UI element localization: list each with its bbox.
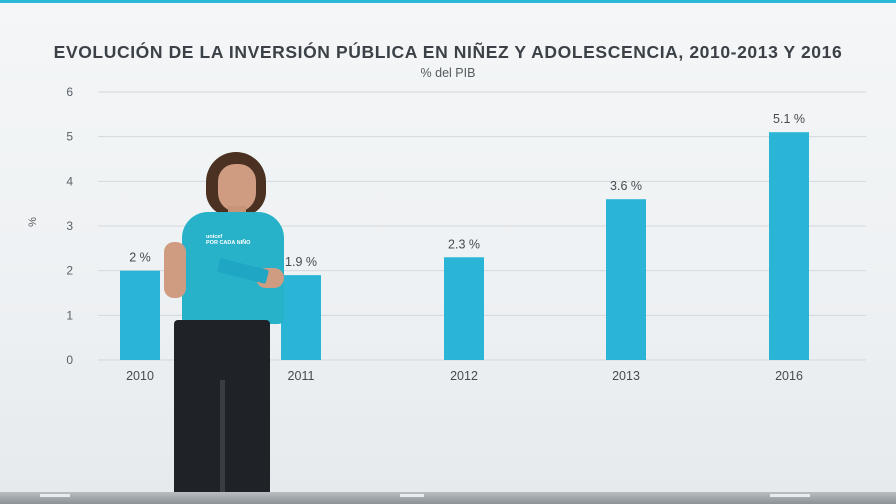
presenter-left-arm xyxy=(164,242,186,298)
y-tick-label: 5 xyxy=(66,130,73,144)
bar xyxy=(281,275,321,360)
floor-stripe xyxy=(400,494,424,497)
chart-title: EVOLUCIÓN DE LA INVERSIÓN PÚBLICA EN NIÑ… xyxy=(53,42,843,62)
x-tick-label: 2012 xyxy=(450,369,478,383)
stage-floor xyxy=(0,492,896,504)
data-label: 5.1 % xyxy=(773,112,805,126)
shirt-logo-text: unicef POR CADA NIÑO xyxy=(206,234,250,246)
bar xyxy=(769,132,809,360)
presenter: unicef POR CADA NIÑO xyxy=(160,150,290,504)
presentation-screen: EVOLUCIÓN DE LA INVERSIÓN PÚBLICA EN NIÑ… xyxy=(0,0,896,492)
chart-subtitle: % del PIB xyxy=(420,66,476,80)
x-tick-label: 2011 xyxy=(288,369,315,383)
presenter-face xyxy=(218,164,256,212)
y-axis-label: % xyxy=(27,217,39,227)
bar xyxy=(120,270,160,360)
data-label: 2 % xyxy=(129,251,151,265)
x-tick-label: 2013 xyxy=(612,369,640,383)
y-tick-label: 0 xyxy=(66,353,73,367)
bar xyxy=(444,257,484,360)
data-label: 2.3 % xyxy=(448,237,480,251)
y-tick-label: 2 xyxy=(66,264,73,278)
y-tick-label: 1 xyxy=(66,308,73,322)
data-label: 1.9 % xyxy=(285,255,317,269)
data-label: 3.6 % xyxy=(610,179,642,193)
shirt-text-line-2: POR CADA NIÑO xyxy=(206,240,251,246)
x-tick-label: 2010 xyxy=(126,369,154,383)
y-tick-label: 3 xyxy=(66,219,73,233)
floor-stripe xyxy=(40,494,70,497)
pants-seam xyxy=(220,380,225,504)
y-tick-label: 4 xyxy=(66,174,73,188)
bar xyxy=(606,199,646,360)
shirt-text-line-1: unicef xyxy=(206,234,223,240)
bar-chart: 0 1 2 3 4 5 6% 2 % 2010 1.9 % 2011 2.3 % 2012 3.6 % 20… xyxy=(27,85,866,383)
x-tick-label: 2016 xyxy=(775,369,803,383)
floor-stripe xyxy=(770,494,810,497)
screen-top-accent xyxy=(0,0,896,3)
y-tick-label: 6 xyxy=(66,85,73,99)
